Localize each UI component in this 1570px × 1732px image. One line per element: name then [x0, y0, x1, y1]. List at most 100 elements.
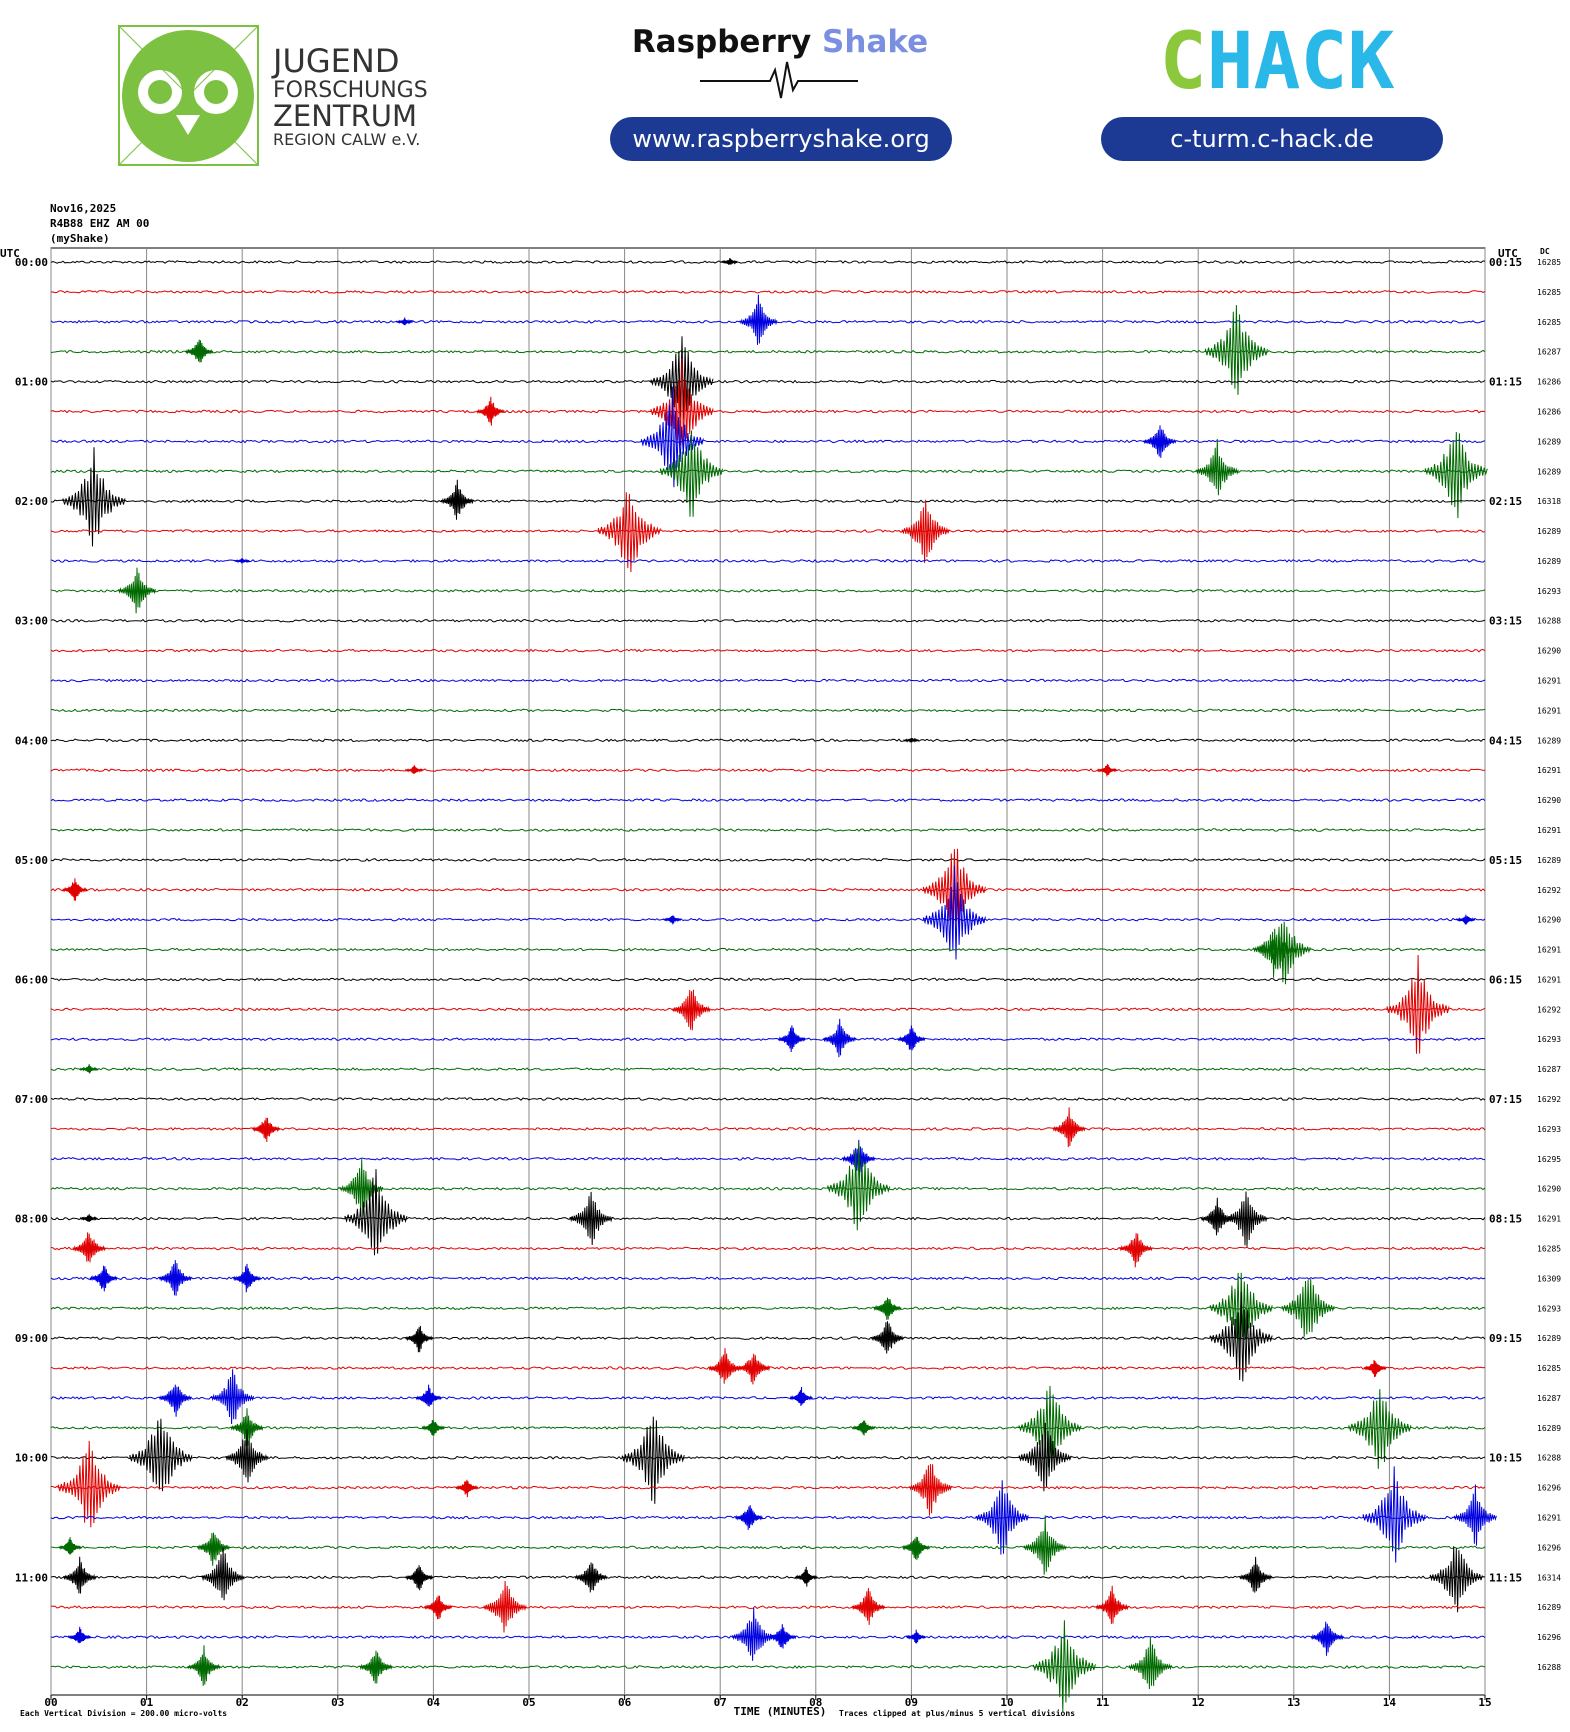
trace	[50, 1455, 1486, 1460]
seismic-event	[1362, 1466, 1426, 1563]
seismic-event	[640, 386, 704, 488]
x-tick-label: 07	[714, 1696, 727, 1709]
dc-value: 16295	[1537, 1155, 1561, 1164]
dc-value: 16286	[1537, 378, 1561, 387]
x-tick-label: 04	[427, 1696, 441, 1709]
logo-text: FORSCHUNGS	[273, 78, 428, 103]
x-tick-label: 03	[331, 1696, 344, 1709]
trace	[50, 1485, 1486, 1490]
x-tick-label: 11	[1096, 1696, 1110, 1709]
dc-value: 16285	[1537, 258, 1561, 267]
seismic-event	[187, 1645, 221, 1686]
seismic-event	[777, 1025, 806, 1053]
pill	[1101, 117, 1443, 161]
dc-value: 16285	[1537, 1364, 1561, 1373]
dc-value: 16288	[1537, 1454, 1561, 1463]
trace	[50, 708, 1486, 713]
seismic-event	[211, 1369, 255, 1425]
seismic-event	[737, 1353, 771, 1385]
seismic-event	[1363, 1359, 1387, 1378]
seismic-event	[68, 1626, 92, 1644]
seismic-event	[1224, 1191, 1268, 1247]
seismic-event	[201, 1547, 245, 1601]
chack-rest: HACK	[1207, 17, 1395, 107]
time-label: 03:00	[15, 615, 48, 628]
logo-text: ZENTRUM	[273, 99, 417, 133]
seismic-event	[359, 1650, 393, 1684]
seismic-event	[660, 430, 723, 517]
trace	[50, 290, 1486, 294]
x-tick-label: 15	[1478, 1696, 1491, 1709]
trace	[50, 887, 1486, 892]
seismic-event	[975, 1480, 1029, 1555]
dc-value: 16289	[1537, 1603, 1561, 1612]
seismic-event	[234, 558, 251, 564]
dc-value: 16293	[1537, 1125, 1561, 1134]
seismic-event	[344, 1169, 408, 1256]
seismic-event	[405, 1565, 434, 1591]
trace	[50, 1216, 1486, 1221]
url[interactable]: c-turm.c-hack.de	[1170, 125, 1373, 153]
seismic-event	[1348, 1389, 1412, 1469]
seismic-event	[1429, 1546, 1483, 1613]
station: R4B88 EHZ AM 00	[50, 217, 149, 230]
time-label: 02:15	[1489, 495, 1522, 508]
seismic-event	[871, 1321, 904, 1354]
trace	[50, 678, 1486, 683]
seismic-event	[421, 1419, 445, 1436]
jfz-logo	[118, 25, 259, 166]
dc-value: 16291	[1537, 1514, 1561, 1523]
dc-value: 16291	[1537, 706, 1561, 715]
trace	[50, 618, 1486, 623]
dc-value: 16289	[1537, 1334, 1561, 1343]
time-label: 09:15	[1489, 1332, 1522, 1345]
seismic-event	[897, 1025, 926, 1051]
seismic-event	[118, 567, 156, 614]
seismic-event	[922, 865, 986, 960]
seismic-event	[621, 1416, 685, 1504]
trace	[50, 559, 1486, 563]
trace	[50, 1276, 1486, 1281]
time-label: 07:00	[15, 1093, 48, 1106]
seismic-event	[1119, 1233, 1153, 1268]
seismic-event	[79, 1064, 99, 1074]
seismic-event	[1128, 1637, 1172, 1690]
dc-value: 16289	[1537, 1424, 1561, 1433]
seismic-event	[574, 1562, 608, 1593]
trace	[51, 977, 1486, 982]
time-label: 00:15	[1489, 256, 1522, 269]
time-label: 06:00	[15, 973, 48, 986]
time-label: 08:15	[1489, 1213, 1522, 1226]
seismic-event	[597, 492, 661, 573]
dc-value: 16291	[1537, 677, 1561, 686]
dc-value: 16290	[1537, 647, 1561, 656]
dc-value: 16289	[1537, 467, 1561, 476]
trace	[50, 1186, 1486, 1191]
seismic-event	[1032, 1620, 1096, 1712]
dc-value: 16291	[1537, 826, 1561, 835]
seismic-event	[906, 1629, 927, 1644]
chack-logo: CHACK	[1160, 17, 1395, 107]
seismic-event	[708, 1348, 742, 1384]
seismic-event	[768, 1624, 797, 1649]
seismic-event	[901, 499, 950, 564]
rs-word: Raspberry	[632, 24, 811, 60]
seismic-event	[455, 1479, 479, 1498]
seismic-event	[734, 1505, 763, 1530]
seismic-event	[225, 1429, 269, 1483]
seismic-event	[732, 1607, 776, 1661]
trace	[50, 648, 1486, 653]
seismic-event	[230, 1408, 264, 1447]
dc-value: 16296	[1537, 1484, 1561, 1493]
trace	[50, 349, 1486, 354]
trace	[50, 469, 1486, 474]
pill	[610, 117, 952, 161]
dc-value: 16293	[1537, 1304, 1561, 1313]
dc-value: 16314	[1537, 1573, 1561, 1582]
seismic-event	[672, 989, 711, 1031]
seismic-event	[1281, 1279, 1335, 1337]
url[interactable]: www.raspberryshake.org	[632, 125, 929, 153]
seismic-event	[1097, 764, 1118, 777]
rs-logo: Raspberry Shake	[632, 24, 928, 60]
seismic-event	[405, 1325, 434, 1353]
